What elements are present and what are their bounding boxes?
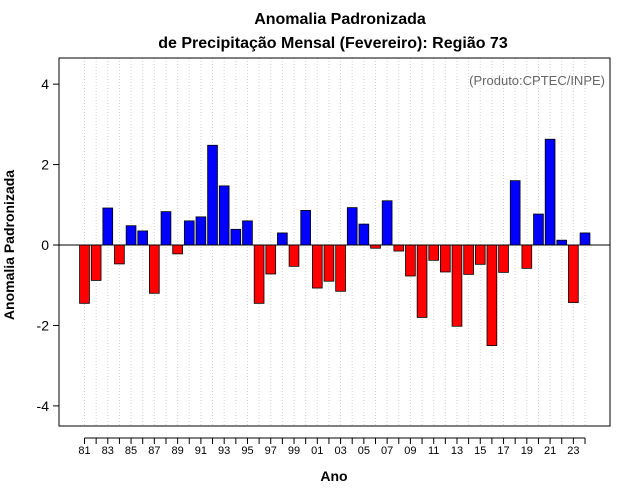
bar-92 <box>207 144 218 246</box>
bar-01 <box>311 244 323 289</box>
x-tick-label-11: 11 <box>428 445 439 457</box>
x-tick-label-23: 23 <box>567 445 579 457</box>
bar-18 <box>509 180 521 246</box>
y-tick-label: 0 <box>41 237 49 253</box>
bar-93 <box>218 185 230 246</box>
bar-96 <box>253 244 265 304</box>
x-tick-label-89: 89 <box>171 445 183 457</box>
x-tick-label-99: 99 <box>288 445 300 457</box>
bar-83 <box>102 207 114 246</box>
bar-17 <box>498 244 509 273</box>
x-tick-label-19: 19 <box>521 445 533 457</box>
bar-03 <box>335 244 346 292</box>
x-tick-label-21: 21 <box>544 445 556 457</box>
bar-90 <box>183 220 195 246</box>
bar-11 <box>428 244 439 261</box>
bar-86 <box>137 230 149 246</box>
bar-21 <box>544 138 556 246</box>
bar-97 <box>265 244 277 275</box>
bars <box>79 138 591 346</box>
bar-09 <box>405 244 416 277</box>
bar-16 <box>486 244 498 346</box>
bar-00 <box>300 210 311 246</box>
y-tick-label: -2 <box>37 317 50 333</box>
x-tick-label-03: 03 <box>334 445 346 457</box>
x-tick-label-83: 83 <box>102 445 114 457</box>
x-tick-label-81: 81 <box>78 445 90 457</box>
bar-22 <box>556 239 568 246</box>
x-tick-label-97: 97 <box>265 445 277 457</box>
bar-05 <box>358 223 370 246</box>
bar-87 <box>149 244 160 294</box>
y-axis-label: Anomalia Padronizada <box>1 170 17 320</box>
bar-13 <box>451 244 463 327</box>
bar-14 <box>463 244 474 275</box>
x-tick-label-09: 09 <box>404 445 416 457</box>
bar-24 <box>579 232 591 246</box>
bar-82 <box>90 244 102 281</box>
chart-title-line2: de Precipitação Mensal (Fevereiro): Regi… <box>158 35 508 52</box>
bar-07 <box>381 200 393 246</box>
bar-94 <box>230 228 242 246</box>
bar-84 <box>114 244 125 265</box>
x-tick-label-85: 85 <box>125 445 137 457</box>
y-axis: -4 -2 0 2 4 <box>37 76 59 414</box>
x-tick-label-07: 07 <box>381 445 393 457</box>
x-tick-label-15: 15 <box>474 445 486 457</box>
bar-15 <box>474 244 486 265</box>
bar-98 <box>277 232 288 246</box>
y-tick-label: -4 <box>37 398 50 414</box>
x-tick-label-17: 17 <box>497 445 509 457</box>
bar-04 <box>346 207 358 246</box>
x-tick-label-05: 05 <box>358 445 370 457</box>
bar-89 <box>172 244 183 255</box>
x-tick-label-01: 01 <box>311 445 323 457</box>
y-tick-label: 4 <box>41 76 49 92</box>
x-tick-label-95: 95 <box>241 445 253 457</box>
bar-88 <box>160 211 172 246</box>
source-note: (Produto:CPTEC/INPE) <box>469 73 605 88</box>
bar-99 <box>288 244 300 267</box>
x-tick-label-13: 13 <box>451 445 463 457</box>
bar-19 <box>521 244 533 269</box>
bar-02 <box>323 244 335 282</box>
bar-20 <box>533 213 544 246</box>
x-axis: 81 83 85 87 89 91 93 95 97 99 01 03 05 07 09 11 13 15 17 19… <box>78 437 586 457</box>
x-tick-label-93: 93 <box>218 445 230 457</box>
x-tick-label-87: 87 <box>148 445 160 457</box>
plot-frame <box>58 57 611 427</box>
x-axis-label: Ano <box>320 468 347 484</box>
chart-title-line1: Anomalia Padronizada <box>254 11 426 28</box>
x-tick-label-91: 91 <box>195 445 207 457</box>
bar-85 <box>125 225 137 246</box>
bar-91 <box>195 216 207 246</box>
bar-12 <box>440 244 451 273</box>
bar-95 <box>242 220 253 246</box>
bar-08 <box>393 244 405 252</box>
y-tick-label: 2 <box>41 157 49 173</box>
bar-23 <box>568 244 579 303</box>
bar-81 <box>79 244 90 304</box>
bar-10 <box>416 244 428 318</box>
